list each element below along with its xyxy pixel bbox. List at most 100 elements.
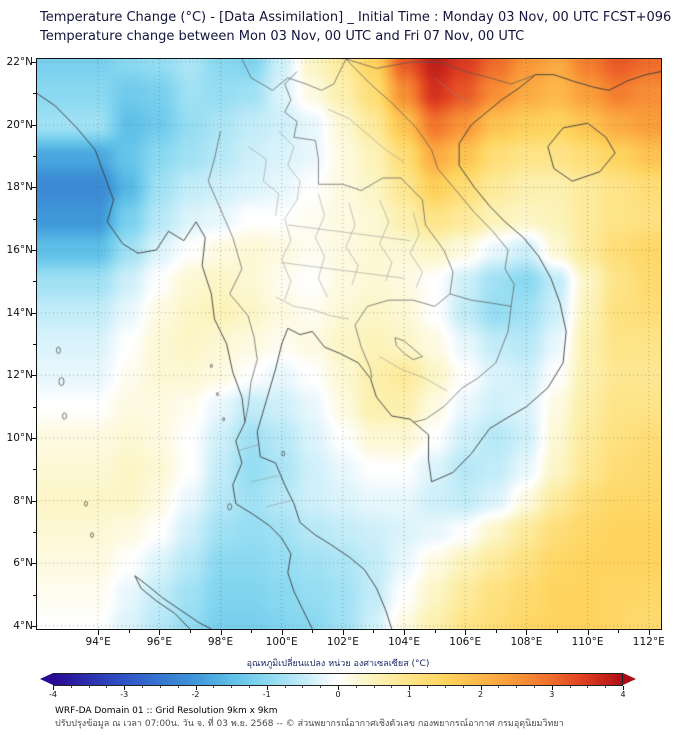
colorbar-minor-tick-mark	[231, 686, 233, 688]
x-tick-mark	[159, 630, 161, 635]
colorbar-gradient	[53, 673, 623, 686]
colorbar-tick-row: -4 -3 -2 -1 0 1 2 3 4	[49, 686, 626, 702]
colorbar-tick-label: -2	[191, 690, 200, 699]
colorbar-bar-row	[40, 673, 636, 686]
colorbar-minor-tick-mark	[70, 686, 72, 688]
colorbar-minor-tick-mark	[391, 686, 393, 688]
colorbar-tick-mark	[551, 686, 553, 690]
colorbar-tick-label: -3	[120, 690, 129, 699]
footer: WRF-DA Domain 01 :: Grid Resolution 9km …	[55, 705, 564, 731]
colorbar-minor-tick-mark	[355, 686, 357, 688]
y-tick-label: 6°N	[13, 557, 33, 570]
x-tick-label: 94°E	[85, 636, 111, 648]
footer-update-info: ปรับปรุงข้อมูล ณ เวลา 07:00น. วัน จ. ที่…	[55, 719, 564, 729]
y-minor-tick-mark	[33, 93, 36, 95]
y-tick-mark	[31, 625, 36, 627]
x-minor-tick-mark	[373, 630, 375, 633]
colorbar-tick-mark	[338, 686, 339, 690]
y-tick-label: 14°N	[6, 306, 33, 319]
y-minor-tick-mark	[33, 218, 36, 220]
x-tick-label: 96°E	[146, 636, 172, 648]
y-tick-mark	[31, 563, 36, 565]
x-tick-label: 104°E	[388, 636, 421, 648]
colorbar-minor-tick-mark	[498, 686, 500, 688]
colorbar-minor-tick-mark	[516, 686, 518, 688]
colorbar-minor-tick-mark	[248, 686, 250, 688]
y-minor-tick-mark	[33, 531, 36, 533]
x-tick-mark	[404, 630, 406, 635]
x-minor-tick-mark	[618, 630, 620, 633]
colorbar-minor-tick-mark	[462, 686, 464, 688]
x-tick-label: 102°E	[326, 636, 359, 648]
y-tick-label: 20°N	[6, 118, 33, 131]
colorbar-minor-tick-mark	[444, 686, 446, 688]
y-tick-label: 12°N	[6, 369, 33, 382]
colorbar-minor-tick-mark	[320, 686, 322, 688]
x-tick-mark	[342, 630, 344, 635]
colorbar-minor-tick-mark	[88, 686, 90, 688]
colorbar-tick-label: 4	[620, 690, 626, 699]
colorbar-minor-tick-mark	[373, 686, 375, 688]
x-tick-label: 100°E	[265, 636, 298, 648]
y-tick-label: 8°N	[13, 494, 33, 507]
y-tick-label: 16°N	[6, 244, 33, 257]
x-tick-mark	[220, 630, 222, 635]
colorbar-left-arrow-icon	[40, 673, 53, 685]
colorbar-minor-tick-mark	[213, 686, 215, 688]
x-minor-tick-mark	[434, 630, 436, 633]
colorbar-tick-label: 2	[477, 690, 484, 699]
colorbar-minor-tick-mark	[302, 686, 304, 688]
chart-subtitle: Temperature change between Mon 03 Nov, 0…	[40, 29, 525, 44]
colorbar-tick-label: -1	[262, 690, 271, 699]
y-tick-mark	[31, 62, 36, 64]
colorbar-minor-tick-mark	[177, 686, 179, 688]
y-minor-tick-mark	[33, 156, 36, 158]
x-tick-label: 112°E	[632, 636, 665, 648]
x-minor-tick-mark	[128, 630, 130, 633]
colorbar-tick-label: 1	[406, 690, 412, 699]
colorbar-right-arrow-icon	[623, 673, 636, 685]
temperature-heatmap-canvas	[37, 59, 661, 629]
y-tick-mark	[31, 312, 36, 314]
y-tick-label: 4°N	[13, 619, 33, 632]
y-minor-tick-mark	[33, 344, 36, 345]
x-tick-mark	[648, 630, 650, 635]
x-tick-mark	[98, 630, 100, 635]
x-minor-tick-mark	[251, 630, 253, 633]
colorbar-minor-tick-mark	[284, 686, 286, 688]
footer-domain-info: WRF-DA Domain 01 :: Grid Resolution 9km …	[55, 706, 278, 716]
chart-title: Temperature Change (°C) - [Data Assimila…	[40, 10, 672, 25]
x-tick-label: 98°E	[207, 636, 234, 648]
colorbar-tick-mark	[623, 686, 624, 690]
x-minor-tick-mark	[495, 630, 497, 633]
y-tick-label: 18°N	[6, 181, 33, 194]
colorbar-tick-label: -4	[49, 690, 57, 699]
x-tick-label: 106°E	[449, 636, 482, 648]
y-tick-mark	[31, 375, 36, 377]
y-tick-mark	[31, 500, 36, 502]
colorbar-tick-mark	[266, 686, 268, 690]
colorbar-minor-tick-mark	[587, 686, 589, 688]
colorbar-tick-mark	[53, 686, 54, 690]
map-plot-area	[36, 58, 662, 630]
title-block: Temperature Change (°C) - [Data Assimila…	[40, 8, 671, 46]
colorbar-tick-mark	[124, 686, 126, 690]
y-tick-label: 22°N	[6, 56, 33, 69]
colorbar-tick-mark	[480, 686, 482, 690]
colorbar-minor-tick-mark	[605, 686, 607, 688]
x-tick-label: 110°E	[571, 636, 604, 648]
x-minor-tick-mark	[189, 630, 191, 633]
colorbar-minor-tick-mark	[159, 686, 161, 688]
y-tick-mark	[31, 250, 36, 252]
y-minor-tick-mark	[33, 594, 36, 596]
x-tick-mark	[465, 630, 467, 635]
colorbar: อุณหภูมิเปลี่ยนแปลง หน่วย องศาเซลเซียส (…	[40, 656, 636, 702]
colorbar-minor-tick-mark	[533, 686, 535, 688]
colorbar-minor-tick-mark	[569, 686, 571, 688]
x-minor-tick-mark	[312, 630, 314, 633]
y-tick-mark	[31, 187, 36, 189]
x-tick-mark	[526, 630, 528, 635]
y-minor-tick-mark	[33, 469, 36, 471]
y-minor-tick-mark	[33, 281, 36, 283]
